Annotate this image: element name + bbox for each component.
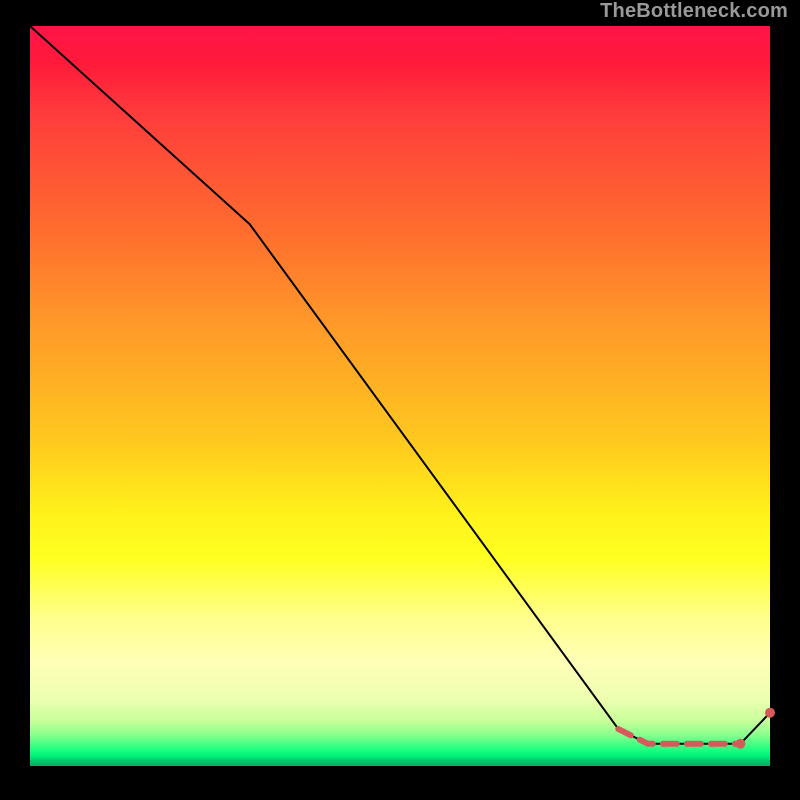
chart-overlay-svg <box>30 26 770 766</box>
chart-stage: TheBottleneck.com <box>0 0 800 800</box>
main-line <box>30 26 770 744</box>
watermark-label: TheBottleneck.com <box>600 0 788 23</box>
dashed-overlay-line <box>618 729 740 744</box>
marker-dot <box>735 739 745 749</box>
marker-dot <box>765 708 775 718</box>
